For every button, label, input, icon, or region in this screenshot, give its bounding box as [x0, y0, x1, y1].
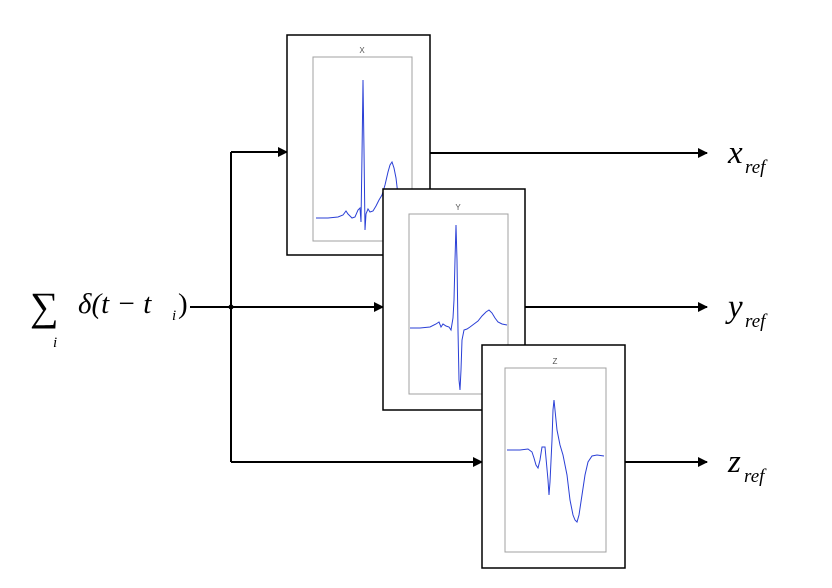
plot-z-frame: [504, 367, 607, 553]
delta-expression: δ(t − t: [78, 288, 152, 320]
input-expression: ∑ i δ(t − t i ): [30, 284, 188, 351]
output-wiring: [430, 148, 708, 467]
waveform-x: [316, 79, 411, 231]
output-y-sub: ref: [745, 311, 768, 332]
plot-z-title: Z: [553, 357, 558, 366]
waveform-z: [507, 399, 605, 523]
input-wiring: [190, 147, 483, 467]
plot-x-title: X: [359, 46, 365, 55]
plot-y-title: Y: [455, 203, 461, 212]
output-z-sub: ref: [744, 466, 767, 487]
delta-subscript: i: [172, 308, 176, 324]
waveform-y: [410, 224, 508, 391]
delta-close-paren: ): [178, 288, 188, 320]
output-labels: x ref y ref z ref: [725, 135, 768, 487]
sum-symbol: ∑: [30, 284, 59, 329]
output-x-sub: ref: [745, 157, 768, 178]
block-x: X: [286, 34, 431, 256]
junction-dot: [228, 304, 234, 310]
sum-index: i: [53, 335, 57, 351]
output-y-main: y: [725, 289, 743, 325]
output-z-main: z: [727, 444, 741, 480]
output-x-main: x: [727, 135, 743, 171]
block-z: Z: [481, 344, 626, 569]
